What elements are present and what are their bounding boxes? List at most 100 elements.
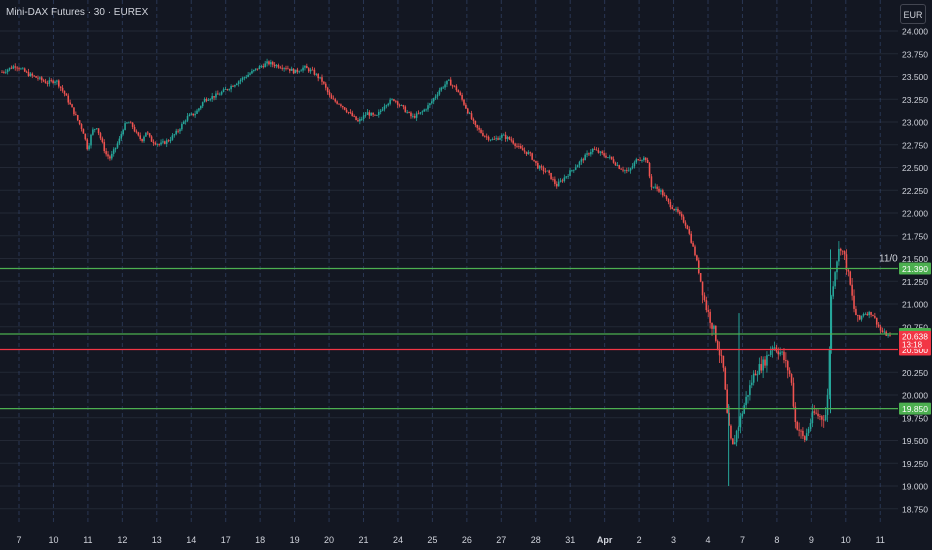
candle-body xyxy=(527,152,530,155)
candle-body xyxy=(858,315,861,320)
candle-body xyxy=(44,81,47,84)
candle-body xyxy=(783,351,785,361)
candle-body xyxy=(3,71,5,73)
candle-body xyxy=(211,96,213,100)
candle-body xyxy=(18,68,20,70)
candle-body xyxy=(389,99,391,104)
candle-body xyxy=(466,108,469,114)
candle-body xyxy=(845,254,848,271)
candle-body xyxy=(370,112,373,116)
candle-body xyxy=(713,325,715,329)
time-axis: 7 10 11 12 13 14 17 18 19 20 21 24 25 26 27 28 31 Apr 2 3 4 7… xyxy=(16,535,884,545)
candle-body xyxy=(677,208,679,212)
candle-body xyxy=(10,67,13,69)
level-badge-bg xyxy=(899,402,931,415)
candle-body xyxy=(23,68,26,72)
candle-body xyxy=(834,272,836,287)
candle-body xyxy=(226,89,229,91)
y-tick-label: 19.250 xyxy=(902,459,928,469)
candle-body xyxy=(665,196,668,199)
candle-body xyxy=(705,300,708,311)
candle-body xyxy=(459,92,462,95)
y-tick-label: 21.000 xyxy=(902,300,928,310)
candle-body xyxy=(722,355,725,368)
y-tick-label: 21.750 xyxy=(902,231,928,241)
candle-body xyxy=(22,68,24,70)
candle-body xyxy=(622,169,624,171)
candle-body xyxy=(537,162,539,169)
candle-body xyxy=(652,186,655,188)
candle-body xyxy=(465,104,467,109)
candle-body xyxy=(565,176,568,178)
candle-body xyxy=(311,69,314,71)
candle-body xyxy=(186,116,189,121)
x-tick-label: 10 xyxy=(841,535,851,545)
candle-body xyxy=(550,172,552,180)
candle-body xyxy=(338,103,340,105)
candle-body xyxy=(173,134,176,136)
candle-body xyxy=(788,370,791,374)
candle-body xyxy=(294,69,297,74)
candle-body xyxy=(495,138,497,140)
candle-body xyxy=(12,66,15,69)
candle-body xyxy=(198,108,200,111)
candle-body xyxy=(461,94,463,100)
x-tick-label: 21 xyxy=(358,535,368,545)
level-badge-text: 21.390 xyxy=(902,264,928,274)
candle-body xyxy=(360,118,363,120)
candle-body xyxy=(321,77,323,82)
candle-body xyxy=(879,326,882,331)
candle-body xyxy=(143,136,145,142)
candle-body xyxy=(139,135,142,140)
candle-body xyxy=(446,80,448,85)
candle-body xyxy=(796,421,799,430)
candle-body xyxy=(156,144,159,145)
candle-body xyxy=(485,136,488,138)
currency-button[interactable]: EUR xyxy=(900,4,926,24)
candle-body xyxy=(639,160,641,161)
candle-body xyxy=(749,385,751,396)
candle-body xyxy=(830,296,833,350)
candle-body xyxy=(309,69,312,72)
candle-body xyxy=(177,130,179,132)
candle-body xyxy=(196,110,198,114)
candle-body xyxy=(245,76,248,78)
candle-body xyxy=(118,138,121,144)
candle-body xyxy=(249,73,251,75)
candle-body xyxy=(425,109,427,111)
candle-body xyxy=(241,77,244,80)
candle-body xyxy=(811,411,814,424)
candle-body xyxy=(239,79,242,82)
y-tick-label: 23.000 xyxy=(902,118,928,128)
candle-body xyxy=(533,159,535,161)
candle-body xyxy=(59,86,62,88)
candle-body xyxy=(571,170,573,172)
candle-body xyxy=(684,222,687,226)
candle-body xyxy=(258,66,261,70)
candle-body xyxy=(90,134,92,146)
candle-body xyxy=(819,416,821,417)
candle-body xyxy=(334,99,337,102)
candle-body xyxy=(864,313,867,315)
candle-body xyxy=(546,170,549,172)
candle-body xyxy=(760,364,763,371)
candle-body xyxy=(111,153,113,159)
candle-body xyxy=(192,113,195,116)
candle-body xyxy=(584,154,586,161)
x-tick-label: 20 xyxy=(324,535,334,545)
level-badge-bg xyxy=(899,262,931,275)
candle-body xyxy=(754,373,757,376)
candle-body xyxy=(482,132,484,136)
candle-body xyxy=(260,66,263,67)
candle-body xyxy=(67,95,70,103)
candle-body xyxy=(355,116,357,121)
candle-body xyxy=(552,179,554,181)
candle-body xyxy=(315,74,318,75)
candle-body xyxy=(366,112,369,115)
candle-body xyxy=(27,71,30,77)
candle-body xyxy=(618,165,621,169)
candle-body xyxy=(828,349,831,395)
candle-body xyxy=(200,106,202,109)
candle-body xyxy=(624,170,626,171)
